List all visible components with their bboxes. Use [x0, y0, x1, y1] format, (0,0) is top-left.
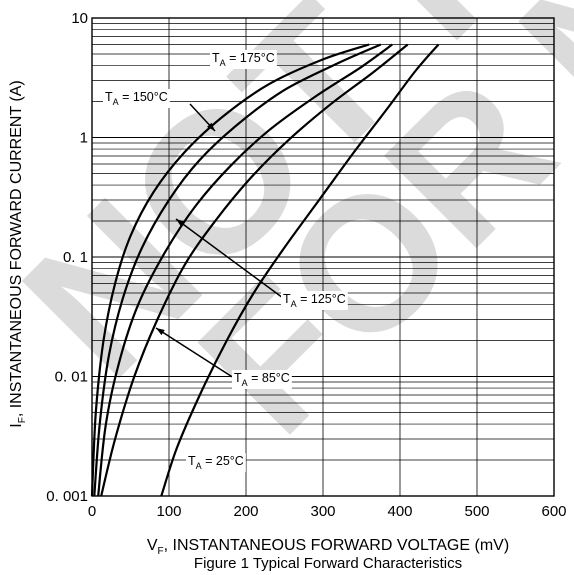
annotation-4: TA = 25°C	[186, 453, 246, 472]
y-tick-label: 0. 01	[55, 369, 88, 386]
annotation-rest: = 85°C	[248, 371, 290, 385]
tick-labels: 0 100 200 300 400 500 600 0. 001 0. 01 0. 1 1 10	[46, 10, 566, 520]
annotation-arrowhead	[176, 219, 185, 227]
series-line-2	[97, 43, 393, 497]
axis-labels: VF, INSTANTANEOUS FORWARD VOLTAGE (mV) IF…	[8, 80, 509, 572]
annotation-T: T	[234, 371, 242, 385]
series-group	[90, 43, 440, 497]
annotation-arrow-line	[155, 327, 235, 379]
annotation-rest: = 175°C	[226, 51, 275, 65]
annotation-2: TA = 125°C	[175, 218, 348, 310]
annotation-0: TA = 175°C	[210, 50, 277, 69]
annotation-label: TA = 85°C	[234, 371, 290, 388]
annotation-label: TA = 25°C	[188, 454, 244, 471]
annotation-sub: A	[196, 461, 202, 471]
annotation-sub: A	[242, 378, 248, 388]
x-tick-label: 400	[387, 503, 412, 520]
x-tick-label: 500	[464, 503, 489, 520]
annotation-T: T	[212, 51, 220, 65]
annotation-label: TA = 125°C	[283, 292, 346, 309]
plot-border	[91, 17, 555, 497]
x-tick-label: 0	[88, 503, 96, 520]
y-tick-label: 0. 001	[46, 488, 88, 505]
series-line-3	[100, 43, 409, 497]
annotation-label: TA = 175°C	[212, 51, 275, 68]
annotation-arrowhead	[206, 122, 215, 131]
y-tick-label: 0. 1	[63, 249, 88, 266]
annotation-T: T	[283, 292, 291, 306]
annotation-sub: A	[291, 299, 297, 309]
y-axis-label: IF, INSTANTANEOUS FORWARD CURRENT (A)	[8, 80, 28, 427]
grid	[91, 18, 555, 497]
annotation-rest: = 25°C	[202, 454, 244, 468]
series-line-0	[90, 43, 370, 497]
annotation-3: TA = 85°C	[155, 327, 292, 389]
y-tick-label: 1	[80, 130, 88, 147]
annotations: TA = 175°CTA = 150°CTA = 125°CTA = 85°CT…	[103, 50, 348, 472]
annotation-1: TA = 150°C	[103, 89, 216, 132]
annotation-arrowhead	[156, 328, 165, 336]
annotation-rest: = 150°C	[119, 90, 168, 104]
x-tick-label: 200	[233, 503, 258, 520]
chart-title: Figure 1 Typical Forward Characteristics	[194, 555, 462, 572]
annotation-arrow-line	[175, 218, 284, 299]
annotation-sub: A	[113, 97, 119, 107]
x-tick-label: 300	[310, 503, 335, 520]
series-line-1	[93, 43, 382, 497]
x-axis-label: VF, INSTANTANEOUS FORWARD VOLTAGE (mV)	[147, 537, 509, 557]
x-tick-label: 100	[156, 503, 181, 520]
annotation-T: T	[188, 454, 196, 468]
annotation-sub: A	[220, 58, 226, 68]
series-line-4	[160, 43, 440, 497]
y-tick-label: 10	[71, 10, 88, 27]
annotation-rest: = 125°C	[297, 292, 346, 306]
annotation-T: T	[105, 90, 113, 104]
x-tick-label: 600	[541, 503, 566, 520]
annotation-label: TA = 150°C	[105, 90, 168, 107]
plot-frame	[91, 17, 555, 497]
